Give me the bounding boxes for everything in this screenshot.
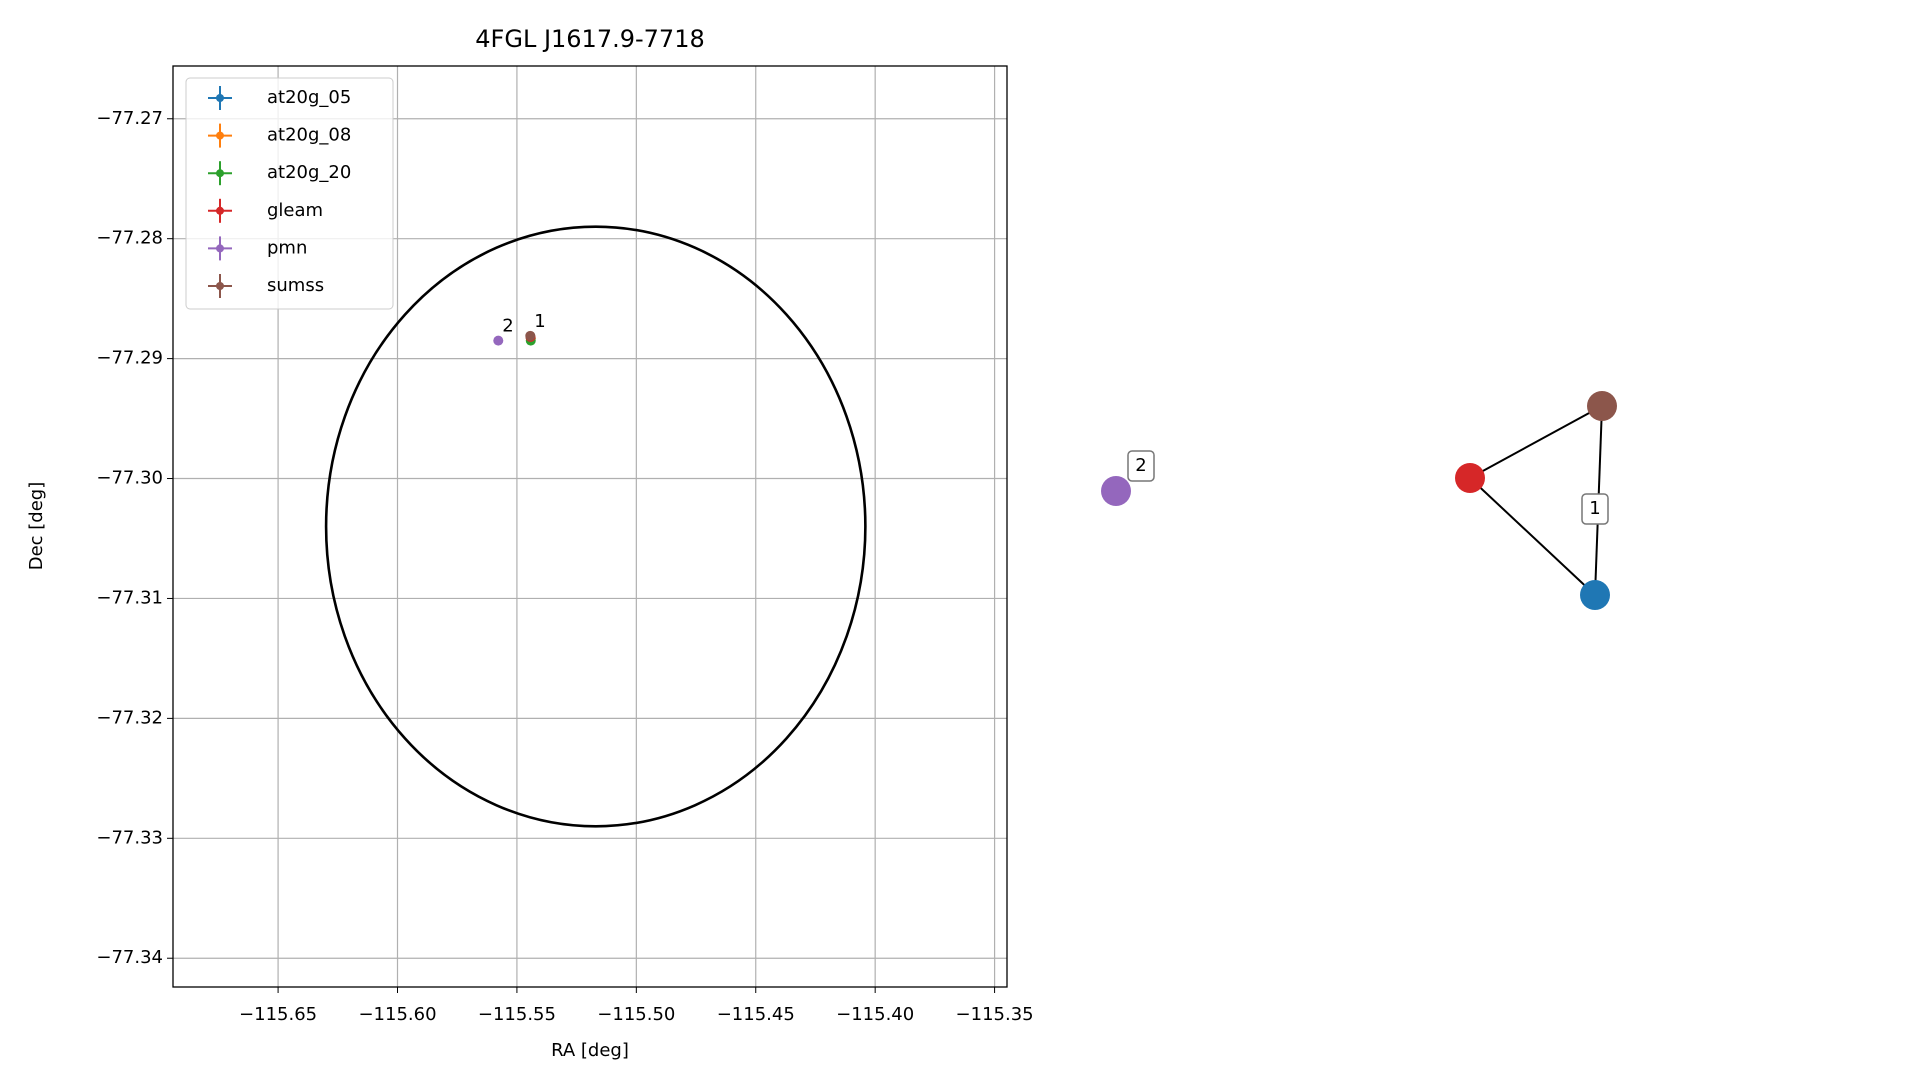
legend-marker — [216, 169, 224, 178]
point-annotation: 1 — [534, 311, 545, 332]
y-tick-label: −77.30 — [96, 468, 163, 489]
plot-frame — [172, 65, 1008, 988]
legend-label: at20g_20 — [267, 162, 351, 183]
graph-label: 1 — [1589, 498, 1600, 519]
graph-node — [1455, 463, 1485, 493]
y-tick-label: −77.33 — [96, 827, 163, 848]
x-tick-label: −115.35 — [956, 1004, 1034, 1025]
data-point — [493, 335, 504, 346]
legend-box — [185, 77, 394, 310]
legend-label: gleam — [267, 200, 323, 221]
x-tick-label: −115.65 — [239, 1004, 317, 1025]
graph-edge — [1469, 405, 1603, 479]
x-axis-label: RA [deg] — [551, 1040, 629, 1061]
y-tick-label: −77.32 — [96, 707, 163, 728]
legend-marker — [216, 206, 224, 215]
uncertainty-ellipse — [324, 225, 867, 828]
chart-title: 4FGL J1617.9-7718 — [475, 25, 704, 53]
legend-marker — [216, 131, 224, 140]
legend-label: pmn — [267, 237, 307, 258]
legend-label: at20g_08 — [267, 125, 351, 146]
graph-label-box — [1581, 493, 1609, 525]
y-tick-label: −77.34 — [96, 947, 163, 968]
legend-marker — [216, 282, 224, 290]
graph-node — [1580, 580, 1610, 610]
x-tick-label: −115.45 — [717, 1004, 795, 1025]
graph-node — [1587, 391, 1617, 421]
x-tick-label: −115.50 — [597, 1004, 675, 1025]
legend-label: sumss — [267, 275, 324, 296]
graph-edge — [1469, 477, 1596, 596]
graph-node — [1101, 476, 1131, 506]
graph-label-box — [1127, 450, 1155, 482]
x-tick-label: −115.55 — [478, 1004, 556, 1025]
point-annotation: 2 — [502, 316, 513, 337]
legend-marker — [216, 94, 224, 102]
x-tick-label: −115.40 — [836, 1004, 914, 1025]
y-tick-label: −77.31 — [96, 587, 163, 608]
y-tick-label: −77.29 — [96, 348, 163, 369]
y-tick-label: −77.28 — [96, 228, 163, 249]
y-tick-label: −77.27 — [96, 108, 163, 129]
x-tick-label: −115.60 — [358, 1004, 436, 1025]
legend-label: at20g_05 — [267, 87, 351, 108]
legend-marker — [216, 244, 224, 253]
graph-label: 2 — [1135, 455, 1146, 476]
y-axis-label: Dec [deg] — [26, 482, 47, 571]
data-point — [525, 330, 536, 341]
